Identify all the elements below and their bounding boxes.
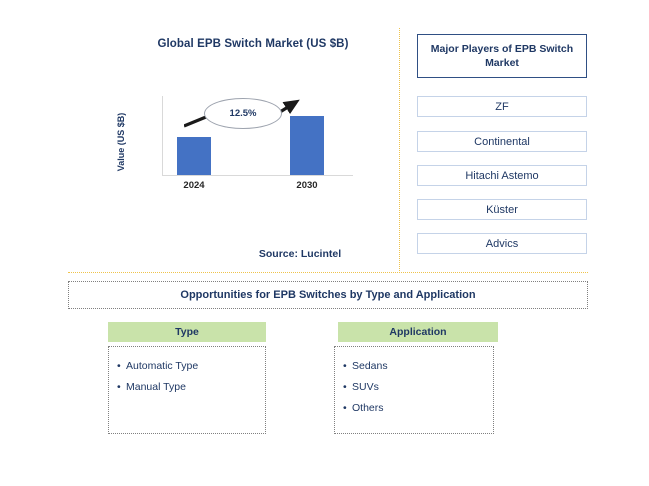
player-label: Continental xyxy=(474,135,530,148)
source-note: Source: Lucintel xyxy=(258,248,342,260)
bullet-icon: • xyxy=(343,360,347,372)
chart-title: Global EPB Switch Market (US $B) xyxy=(157,38,349,50)
cagr-value: 12.5% xyxy=(229,108,257,119)
bar-2030 xyxy=(290,116,324,175)
market-bar-chart: Value (US $B) 2024 2030 12.5% xyxy=(116,96,353,194)
list-item-label: Sedans xyxy=(352,360,388,372)
list-item: • Sedans xyxy=(343,356,493,377)
list-item-label: SUVs xyxy=(352,381,379,393)
list-item: • Others xyxy=(343,398,493,419)
list-item-label: Automatic Type xyxy=(126,360,199,372)
player-item-advics: Advics xyxy=(417,233,587,254)
column-header-application: Application xyxy=(338,322,498,342)
player-item-continental: Continental xyxy=(417,131,587,152)
chart-x-axis-line xyxy=(162,175,353,176)
bullet-icon: • xyxy=(117,360,121,372)
chart-y-axis-label: Value (US $B) xyxy=(116,112,126,172)
opportunities-banner: Opportunities for EPB Switches by Type a… xyxy=(68,281,588,309)
cagr-callout: 12.5% xyxy=(204,98,282,129)
players-panel-header: Major Players of EPB Switch Market xyxy=(417,34,587,78)
players-panel-header-label: Major Players of EPB Switch Market xyxy=(430,43,574,69)
bullet-icon: • xyxy=(343,381,347,393)
bullet-icon: • xyxy=(117,381,121,393)
x-tick-label-2030: 2030 xyxy=(296,180,318,191)
list-item-label: Manual Type xyxy=(126,381,186,393)
opportunities-banner-label: Opportunities for EPB Switches by Type a… xyxy=(180,289,476,301)
player-label: Advics xyxy=(485,237,519,250)
player-item-kuster: Küster xyxy=(417,199,587,220)
column-header-type: Type xyxy=(108,322,266,342)
chart-y-axis-line xyxy=(162,96,163,175)
column-header-label: Application xyxy=(389,326,447,338)
list-item: • Manual Type xyxy=(117,377,265,398)
player-label: Küster xyxy=(486,203,518,216)
list-item: • SUVs xyxy=(343,377,493,398)
bar-2024 xyxy=(177,137,211,175)
list-item-label: Others xyxy=(352,402,384,414)
player-item-zf: ZF xyxy=(417,96,587,117)
list-item: • Automatic Type xyxy=(117,356,265,377)
player-item-hitachi-astemo: Hitachi Astemo xyxy=(417,165,587,186)
column-header-label: Type xyxy=(175,326,199,338)
horizontal-divider xyxy=(68,272,588,273)
bullet-icon: • xyxy=(343,402,347,414)
player-label: Hitachi Astemo xyxy=(465,169,539,182)
column-body-type: • Automatic Type • Manual Type xyxy=(108,346,266,434)
x-tick-label-2024: 2024 xyxy=(183,180,205,191)
column-body-application: • Sedans • SUVs • Others xyxy=(334,346,494,434)
vertical-divider xyxy=(399,28,400,273)
player-label: ZF xyxy=(495,100,509,113)
